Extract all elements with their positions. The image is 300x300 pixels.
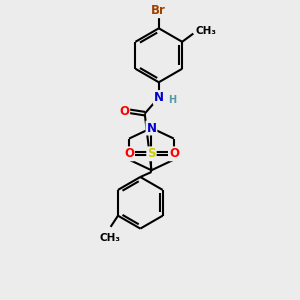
Text: Br: Br	[152, 4, 166, 17]
Text: S: S	[147, 147, 156, 160]
Text: CH₃: CH₃	[195, 26, 216, 36]
Text: O: O	[119, 105, 129, 118]
Text: H: H	[168, 95, 176, 105]
Text: N: N	[146, 122, 157, 134]
Text: O: O	[169, 147, 179, 160]
Text: O: O	[124, 147, 134, 160]
Text: CH₃: CH₃	[99, 233, 120, 243]
Text: N: N	[154, 91, 164, 104]
